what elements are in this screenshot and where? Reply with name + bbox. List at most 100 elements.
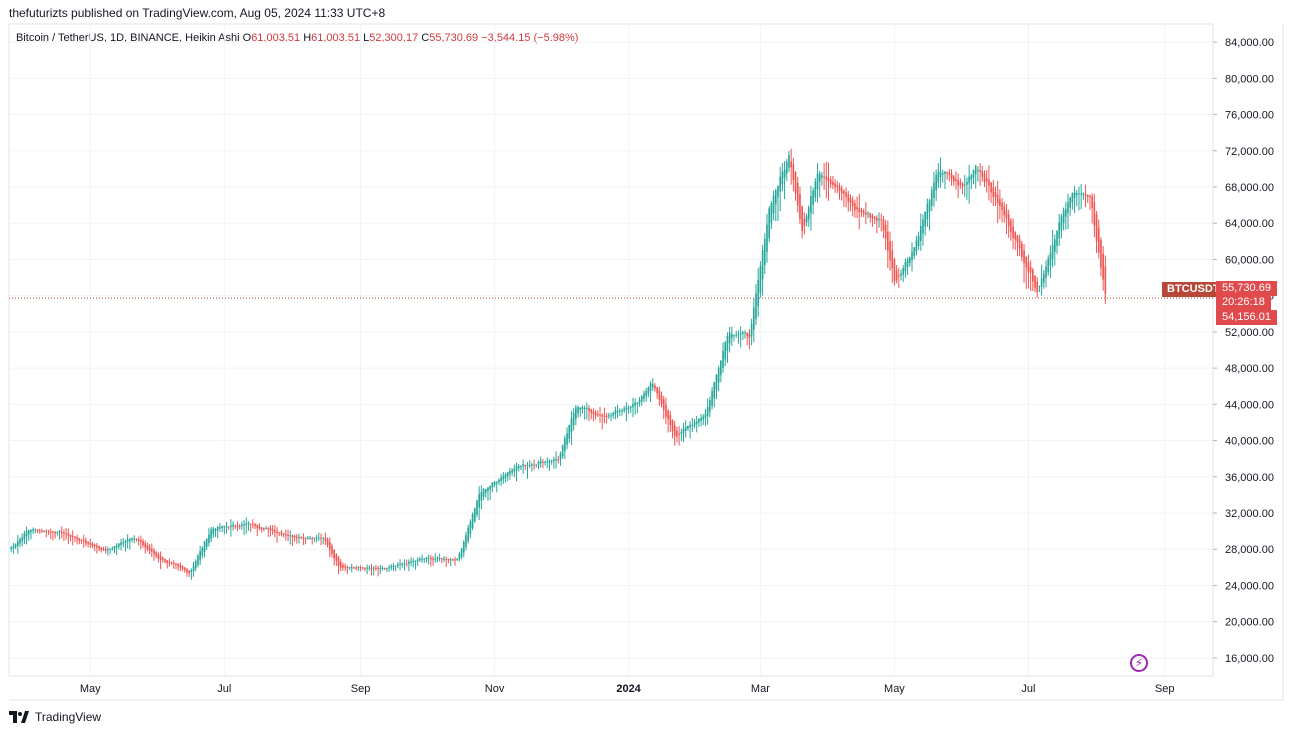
candle-body (867, 213, 869, 215)
candle-body (1064, 208, 1067, 217)
candle-body (550, 460, 553, 462)
candle-body (267, 528, 270, 530)
candle-body (941, 172, 944, 175)
candle-body (1100, 240, 1102, 268)
candle-body (282, 533, 285, 535)
candle-body (348, 567, 351, 569)
y-tick-label: 76,000.00 (1225, 110, 1274, 122)
candle-body (65, 533, 67, 535)
candle-body (919, 225, 922, 241)
x-tick-label: Jul (217, 683, 231, 695)
candle-body (755, 293, 757, 319)
candle-body (847, 194, 850, 202)
candle-body (862, 211, 865, 214)
candle-body (337, 557, 340, 567)
candle-body (1025, 256, 1028, 268)
candle-body (227, 526, 230, 528)
candle-body (673, 425, 676, 436)
candle-body (610, 415, 612, 417)
candle-body (249, 523, 252, 525)
candle-body (970, 175, 973, 180)
candle-body (274, 530, 276, 533)
candle-body (603, 415, 606, 417)
plot-frame (8, 23, 1214, 677)
candle-body (331, 545, 333, 554)
candle-body (333, 549, 335, 559)
candle-body (183, 567, 186, 571)
candle-body (814, 181, 817, 198)
candle-body (799, 193, 801, 220)
candle-body (190, 569, 193, 572)
candle-body (539, 460, 542, 464)
candle-body (364, 567, 366, 569)
candle-body (596, 414, 599, 416)
candle-body (590, 409, 593, 413)
candle-body (715, 374, 718, 391)
candle-body (702, 416, 705, 420)
candle-body (247, 522, 250, 525)
candle-body (56, 531, 59, 533)
candle-body (816, 173, 819, 190)
candle-body (1014, 232, 1017, 240)
candle-body (928, 200, 931, 212)
candle-body (746, 332, 749, 336)
candle-body (120, 542, 122, 546)
candle-body (491, 482, 494, 488)
candle-body (188, 570, 190, 574)
candle-body (895, 270, 898, 281)
candle-body (1003, 206, 1006, 216)
candle-body (388, 567, 390, 569)
candle-body (124, 541, 127, 544)
candle-body (320, 537, 322, 539)
candle-body (911, 251, 913, 261)
candle-body (421, 558, 423, 560)
candle-body (399, 564, 401, 566)
candle-body (821, 175, 823, 178)
candle-body (155, 552, 158, 557)
candle-body (408, 561, 410, 564)
candle-body (876, 217, 878, 221)
low-label: L (363, 32, 370, 44)
candle-body (660, 395, 663, 404)
candle-body (381, 567, 384, 569)
candle-body (851, 200, 854, 207)
candle-body (425, 557, 428, 559)
candle-body (511, 470, 513, 473)
y-tick-label: 28,000.00 (1225, 544, 1274, 556)
candle-body (153, 550, 155, 555)
candle-body (629, 406, 632, 409)
candle-body (526, 465, 529, 467)
candle-body (860, 210, 863, 213)
candle-body (757, 279, 760, 307)
candle-body (985, 178, 988, 182)
candle-body (924, 211, 927, 227)
candle-body (54, 532, 56, 534)
candle-body (214, 528, 217, 532)
candle-body (546, 461, 549, 463)
candle-body (144, 543, 147, 548)
candle-body (599, 414, 601, 416)
candle-body (840, 188, 843, 194)
close-value: 55,730.69 (429, 32, 479, 44)
candle-body (542, 462, 544, 464)
candle-body (625, 407, 628, 410)
candle-body (168, 561, 171, 563)
lightning-bolt-icon[interactable]: ⚡ (1130, 654, 1148, 672)
candle-body (605, 415, 608, 417)
candle-body (69, 534, 72, 537)
candle-body (561, 445, 564, 457)
candle-body (893, 259, 896, 282)
candle-body (1012, 226, 1014, 238)
candle-body (535, 464, 538, 466)
ohlc-legend: Bitcoin / TetherUS, 1D, BINANCE, Heikin … (16, 32, 578, 44)
tradingview-brand[interactable]: TradingView (9, 710, 101, 724)
candle-body (289, 535, 292, 537)
candle-body (601, 414, 604, 417)
candle-body (1032, 269, 1034, 282)
candle-body (1102, 253, 1104, 280)
candle-body (148, 547, 151, 551)
candle-body (669, 414, 672, 426)
candle-body (419, 558, 421, 561)
candle-body (1056, 230, 1058, 246)
